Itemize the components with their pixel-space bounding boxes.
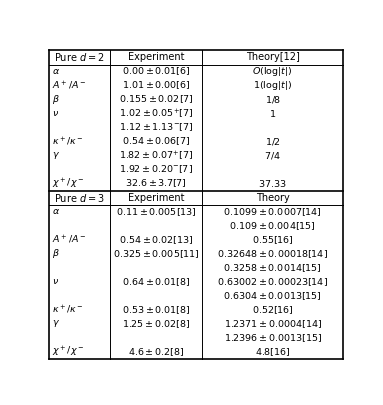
Text: Experiment: Experiment [128, 193, 184, 202]
Text: $\kappa^+/\kappa^-$: $\kappa^+/\kappa^-$ [52, 304, 83, 316]
Text: $0.52[16]$: $0.52[16]$ [252, 304, 294, 316]
Text: $1.82 \pm 0.07^{+}[7]$: $1.82 \pm 0.07^{+}[7]$ [119, 149, 193, 162]
Text: Experiment: Experiment [128, 52, 184, 62]
Text: $1.2371 \pm 0.0004[14]$: $1.2371 \pm 0.0004[14]$ [224, 318, 322, 330]
Text: $1.02 \pm 0.05^{+}[7]$: $1.02 \pm 0.05^{+}[7]$ [119, 107, 193, 120]
Text: $0.325 \pm 0.005[11]$: $0.325 \pm 0.005[11]$ [113, 248, 199, 260]
Text: $\nu$: $\nu$ [52, 277, 59, 286]
Text: $1.92 \pm 0.20^{-}[7]$: $1.92 \pm 0.20^{-}[7]$ [119, 164, 193, 175]
Text: $32.6 \pm 3.7[7]$: $32.6 \pm 3.7[7]$ [125, 178, 187, 190]
Text: Theory[12]: Theory[12] [246, 52, 300, 62]
Text: $0.53 \pm 0.01[8]$: $0.53 \pm 0.01[8]$ [121, 304, 190, 316]
Text: $0.63002 \pm 0.00023[14]$: $0.63002 \pm 0.00023[14]$ [217, 276, 328, 288]
Text: $0.109 \pm 0.004[15]$: $0.109 \pm 0.004[15]$ [229, 220, 316, 232]
Text: $\chi^+/\chi^-$: $\chi^+/\chi^-$ [52, 345, 84, 359]
Text: $1/8$: $1/8$ [265, 94, 281, 105]
Text: $1$: $1$ [269, 108, 276, 119]
Text: $0.54 \pm 0.06[7]$: $0.54 \pm 0.06[7]$ [121, 136, 190, 147]
Text: $1(\log |t|)$: $1(\log |t|)$ [253, 79, 292, 92]
Text: $7/4$: $7/4$ [264, 150, 281, 161]
Text: $0.00 \pm 0.01[6]$: $0.00 \pm 0.01[6]$ [121, 66, 190, 77]
Text: $\alpha$: $\alpha$ [52, 67, 60, 76]
Text: Theory: Theory [256, 193, 290, 202]
Text: $1.2396 \pm 0.0013[15]$: $1.2396 \pm 0.0013[15]$ [224, 332, 322, 344]
Text: $0.1099 \pm 0.0007[14]$: $0.1099 \pm 0.0007[14]$ [223, 206, 322, 218]
Text: Pure $d = 2$: Pure $d = 2$ [54, 51, 105, 63]
Text: $0.6304 \pm 0.0013[15]$: $0.6304 \pm 0.0013[15]$ [223, 290, 322, 302]
Text: $A^+/A^-$: $A^+/A^-$ [52, 79, 87, 92]
Text: $0.11 \pm 0.005[13]$: $0.11 \pm 0.005[13]$ [116, 206, 196, 218]
Text: $4.6 \pm 0.2[8]$: $4.6 \pm 0.2[8]$ [128, 346, 184, 358]
Text: $\beta$: $\beta$ [52, 247, 59, 260]
Text: $\kappa^+/\kappa^-$: $\kappa^+/\kappa^-$ [52, 135, 83, 148]
Text: $1.01 \pm 0.00[6]$: $1.01 \pm 0.00[6]$ [121, 80, 190, 92]
Text: $\beta$: $\beta$ [52, 93, 59, 106]
Text: $0.55[16]$: $0.55[16]$ [252, 234, 294, 246]
Text: $\nu$: $\nu$ [52, 109, 59, 118]
Text: $\alpha$: $\alpha$ [52, 207, 60, 216]
Text: $0.155 \pm 0.02[7]$: $0.155 \pm 0.02[7]$ [119, 94, 193, 105]
Text: $0.64 \pm 0.01[8]$: $0.64 \pm 0.01[8]$ [121, 276, 190, 288]
Text: Pure $d = 3$: Pure $d = 3$ [54, 192, 105, 204]
Text: $A^+/A^-$: $A^+/A^-$ [52, 234, 87, 246]
Text: $4.8[16]$: $4.8[16]$ [255, 346, 290, 358]
Text: $37.33$: $37.33$ [259, 178, 287, 189]
Text: $\gamma$: $\gamma$ [52, 318, 60, 329]
Text: $0.54 \pm 0.02[13]$: $0.54 \pm 0.02[13]$ [119, 234, 193, 246]
Text: $O(\log |t|)$: $O(\log |t|)$ [252, 65, 293, 78]
Text: $\chi^+/\chi^-$: $\chi^+/\chi^-$ [52, 177, 84, 191]
Text: $1.12 \pm 1.13^{-}[7]$: $1.12 \pm 1.13^{-}[7]$ [119, 122, 193, 133]
Text: $1/2$: $1/2$ [265, 136, 281, 147]
Text: $1.25 \pm 0.02[8]$: $1.25 \pm 0.02[8]$ [122, 318, 190, 330]
Text: $\gamma$: $\gamma$ [52, 150, 60, 161]
Text: $0.32648 \pm 0.00018[14]$: $0.32648 \pm 0.00018[14]$ [217, 248, 328, 260]
Text: $0.3258 \pm 0.0014[15]$: $0.3258 \pm 0.0014[15]$ [223, 262, 322, 274]
